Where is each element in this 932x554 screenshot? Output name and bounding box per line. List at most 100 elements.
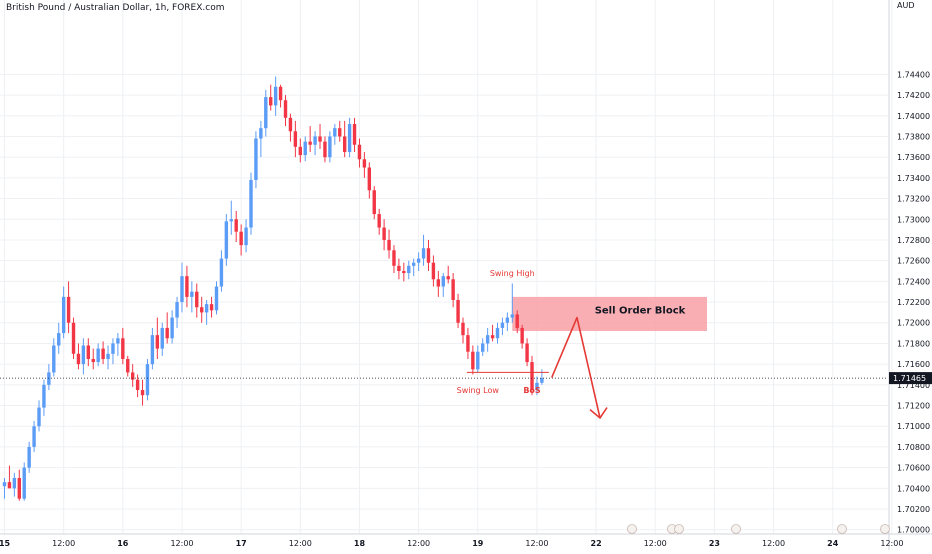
candle-body[interactable] xyxy=(446,276,450,280)
candle-body[interactable] xyxy=(352,124,357,145)
candle-body[interactable] xyxy=(540,378,544,383)
candle-body[interactable] xyxy=(47,372,51,385)
candle-body[interactable] xyxy=(481,343,485,352)
candle-body[interactable] xyxy=(436,279,441,287)
candle-body[interactable] xyxy=(273,86,278,106)
candle-body[interactable] xyxy=(101,348,105,359)
candle-body[interactable] xyxy=(165,327,169,339)
candle-body[interactable] xyxy=(224,221,229,259)
candle-body[interactable] xyxy=(328,136,332,158)
candle-body[interactable] xyxy=(357,144,362,160)
candle-body[interactable] xyxy=(140,390,145,396)
candle-body[interactable] xyxy=(61,296,66,334)
candle-body[interactable] xyxy=(111,343,115,354)
candle-body[interactable] xyxy=(485,335,490,344)
candle-body[interactable] xyxy=(264,97,268,129)
candle-body[interactable] xyxy=(190,291,194,297)
candle-body[interactable] xyxy=(76,353,81,365)
candle-body[interactable] xyxy=(145,364,150,396)
candle-body[interactable] xyxy=(293,131,298,147)
candle-body[interactable] xyxy=(269,97,273,106)
candle-body[interactable] xyxy=(520,327,524,344)
event-flag-icon[interactable] xyxy=(627,524,637,534)
sell-order-block-zone[interactable] xyxy=(512,296,707,332)
candle-body[interactable] xyxy=(244,227,248,246)
candle-body[interactable] xyxy=(407,265,411,274)
candle-body[interactable] xyxy=(180,276,184,303)
candle-body[interactable] xyxy=(12,477,17,489)
candle-body[interactable] xyxy=(106,353,110,359)
candle-body[interactable] xyxy=(283,100,288,118)
candle-body[interactable] xyxy=(342,136,347,152)
candle-body[interactable] xyxy=(318,136,322,142)
candle-body[interactable] xyxy=(451,279,455,300)
candle-body[interactable] xyxy=(471,351,475,370)
candle-body[interactable] xyxy=(338,128,342,137)
candle-body[interactable] xyxy=(229,219,233,222)
candle-body[interactable] xyxy=(42,384,46,408)
event-flag-icon[interactable] xyxy=(880,524,890,534)
candle-body[interactable] xyxy=(7,482,12,489)
candle-body[interactable] xyxy=(278,86,283,101)
candle-body[interactable] xyxy=(466,335,470,352)
candle-body[interactable] xyxy=(456,299,460,323)
candle-body[interactable] xyxy=(441,276,445,287)
candle-body[interactable] xyxy=(86,345,91,359)
candle-body[interactable] xyxy=(367,167,372,191)
candle-body[interactable] xyxy=(254,138,258,180)
candle-body[interactable] xyxy=(175,302,179,318)
candle-body[interactable] xyxy=(200,307,204,313)
candle-body[interactable] xyxy=(510,314,514,318)
candle-body[interactable] xyxy=(204,304,209,313)
candle-body[interactable] xyxy=(362,159,367,168)
candle-body[interactable] xyxy=(37,407,41,427)
candle-body[interactable] xyxy=(27,446,31,468)
candle-body[interactable] xyxy=(259,128,263,139)
candle-body[interactable] xyxy=(382,227,386,240)
candle-body[interactable] xyxy=(323,141,327,158)
candle-body[interactable] xyxy=(121,338,125,359)
event-flag-icon[interactable] xyxy=(731,524,741,534)
candle-body[interactable] xyxy=(525,343,529,363)
candle-body[interactable] xyxy=(130,372,135,380)
candle-body[interactable] xyxy=(421,248,426,259)
candle-body[interactable] xyxy=(81,345,86,365)
event-flag-icon[interactable] xyxy=(837,524,847,534)
candle-body[interactable] xyxy=(17,477,21,499)
candle-body[interactable] xyxy=(185,276,189,297)
candle-body[interactable] xyxy=(308,141,312,145)
candle-body[interactable] xyxy=(411,262,416,266)
candle-body[interactable] xyxy=(431,262,436,280)
candle-body[interactable] xyxy=(495,327,500,339)
candle-body[interactable] xyxy=(249,179,253,228)
candle-body[interactable] xyxy=(416,258,421,263)
candle-body[interactable] xyxy=(288,117,293,132)
candle-body[interactable] xyxy=(116,338,120,344)
candle-body[interactable] xyxy=(170,317,174,339)
candle-body[interactable] xyxy=(126,358,130,373)
candle-body[interactable] xyxy=(426,248,431,263)
candle-body[interactable] xyxy=(387,239,391,251)
candle-body[interactable] xyxy=(71,322,76,354)
candle-body[interactable] xyxy=(96,348,100,363)
candle-body[interactable] xyxy=(52,345,56,373)
candle-body[interactable] xyxy=(505,317,510,323)
candle-body[interactable] xyxy=(32,426,36,447)
candle-body[interactable] xyxy=(214,286,219,311)
candle-body[interactable] xyxy=(397,265,401,271)
candle-body[interactable] xyxy=(150,335,155,365)
candle-body[interactable] xyxy=(461,322,465,336)
candle-body[interactable] xyxy=(530,362,534,391)
candle-body[interactable] xyxy=(2,482,7,487)
candle-body[interactable] xyxy=(155,335,160,349)
candle-body[interactable] xyxy=(535,382,539,391)
candle-body[interactable] xyxy=(392,250,396,266)
candle-body[interactable] xyxy=(372,190,376,215)
candle-body[interactable] xyxy=(402,271,406,274)
candle-body[interactable] xyxy=(298,146,302,156)
candle-body[interactable] xyxy=(239,231,243,246)
candle-body[interactable] xyxy=(333,128,337,137)
candle-body[interactable] xyxy=(303,141,307,156)
